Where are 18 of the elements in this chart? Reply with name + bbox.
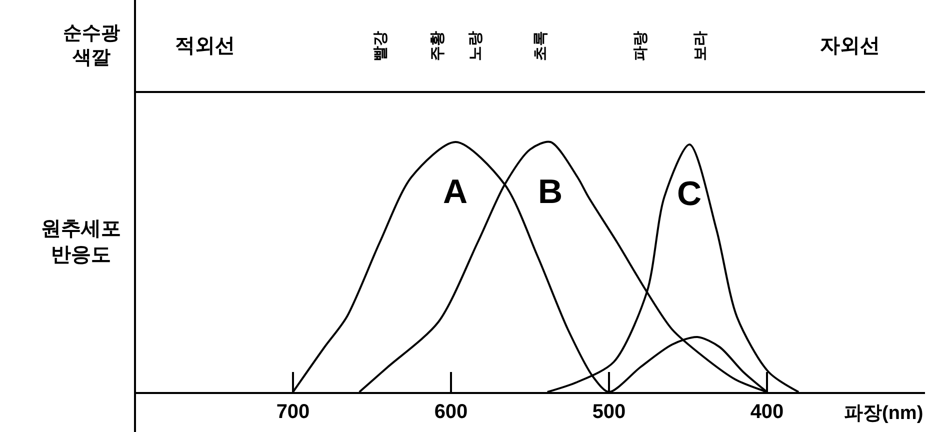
series-label: A: [443, 173, 468, 211]
text: 초록: [532, 31, 549, 61]
text: 보라: [692, 31, 709, 61]
x-tick-label: 600: [434, 401, 468, 423]
x-tick-label: 500: [592, 401, 626, 423]
text: 주황: [429, 31, 446, 61]
text: 파랑: [632, 31, 649, 61]
x-tick-label: 400: [750, 401, 784, 423]
series-label: C: [677, 175, 702, 213]
text: 노랑: [467, 31, 484, 61]
x-axis-title: 파장(nm): [844, 403, 924, 424]
text: 순수광 색깔: [63, 23, 120, 69]
y-axis-title: 원추세포 반응도: [41, 218, 121, 266]
x-tick-label: 700: [276, 401, 310, 423]
series-label: B: [538, 173, 563, 211]
text: 빨강: [372, 31, 389, 61]
text: 자외선: [820, 35, 880, 57]
text: 적외선: [175, 35, 235, 57]
